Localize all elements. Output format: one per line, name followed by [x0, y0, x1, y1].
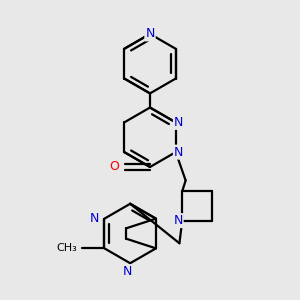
Text: N: N — [90, 212, 99, 225]
Text: N: N — [174, 146, 183, 159]
Text: N: N — [174, 116, 183, 129]
Text: CH₃: CH₃ — [57, 243, 78, 254]
Text: N: N — [123, 265, 132, 278]
Text: N: N — [173, 214, 183, 227]
Text: N: N — [145, 27, 155, 40]
Text: O: O — [110, 160, 120, 173]
